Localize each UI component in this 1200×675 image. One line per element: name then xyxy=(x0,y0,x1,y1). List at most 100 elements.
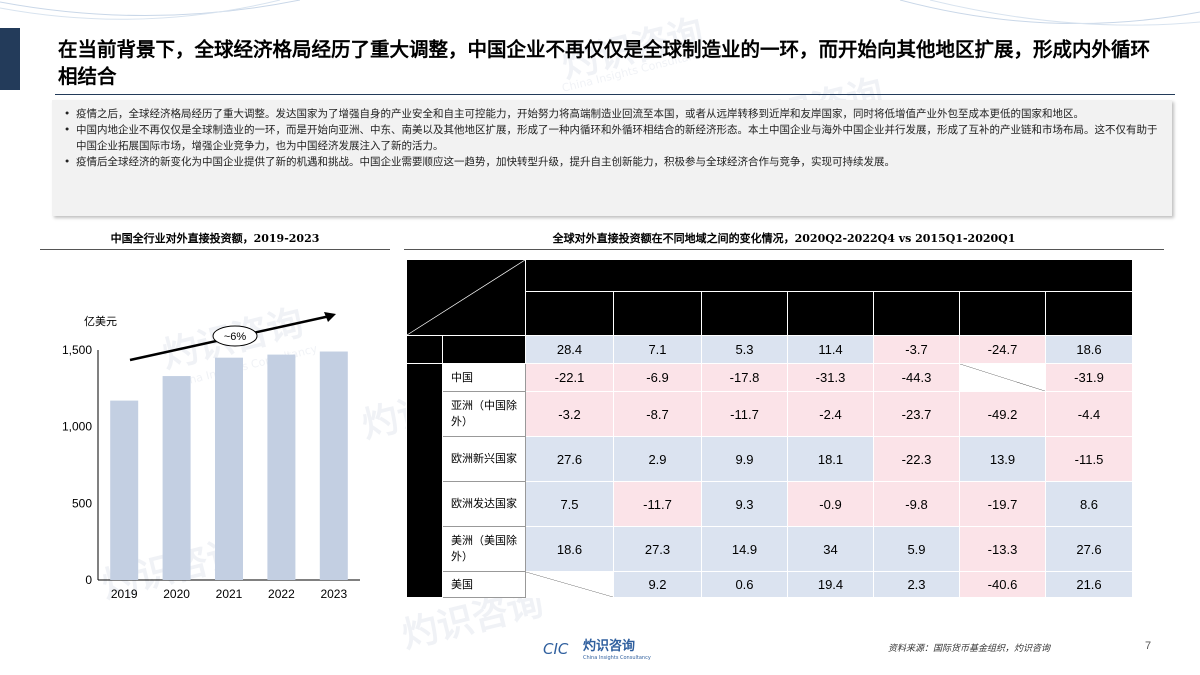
column-header xyxy=(959,291,1046,336)
table-cell: -6.9 xyxy=(613,363,702,392)
fdi-change-table: 28.4 7.1 5.3 11.4 -3.7 -24.7 18.6 中国 -22… xyxy=(406,259,1133,598)
trend-arrowhead xyxy=(324,312,336,322)
x-tick-label: 2019 xyxy=(111,587,138,601)
table-cell: 2.9 xyxy=(613,436,702,482)
table-row: 美洲（美国除外） 18.6 27.3 14.9 34 5.9 -13.3 27.… xyxy=(407,526,1133,572)
source-note: 资料来源：国际货币基金组织，灼识咨询 xyxy=(888,644,1051,654)
table-cell: 18.1 xyxy=(787,436,874,482)
table-title-divider xyxy=(404,249,1164,250)
table-cell: -11.7 xyxy=(701,391,788,437)
row-label: 美洲（美国除外） xyxy=(442,526,526,572)
decorative-curves-top-left xyxy=(0,0,300,20)
y-axis-label: 亿美元 xyxy=(84,315,117,328)
column-header xyxy=(613,291,702,336)
table-cell: -4.4 xyxy=(1045,391,1133,437)
column-header xyxy=(525,291,614,336)
table-cell: -40.6 xyxy=(959,571,1046,598)
row-label: 欧洲发达国家 xyxy=(442,481,526,527)
table-cell: -24.7 xyxy=(959,335,1046,364)
table-cell: 18.6 xyxy=(525,526,614,572)
column-header xyxy=(701,291,788,336)
column-header xyxy=(873,291,960,336)
table-cell: 14.9 xyxy=(701,526,788,572)
x-tick-label: 2021 xyxy=(216,587,243,601)
title-accent-bar xyxy=(0,28,20,90)
chart-title: 中国全行业对外直接投资额，2019-2023 xyxy=(110,232,320,245)
table-cell: -3.7 xyxy=(873,335,960,364)
table-cell: 8.6 xyxy=(1045,481,1133,527)
table-cell: -9.8 xyxy=(873,481,960,527)
x-tick-label: 2020 xyxy=(163,587,190,601)
table-cell: 18.6 xyxy=(1045,335,1133,364)
table-cell: -31.3 xyxy=(787,363,874,392)
bar xyxy=(215,357,243,580)
table-cell: 5.3 xyxy=(701,335,788,364)
table-cell: -0.9 xyxy=(787,481,874,527)
table-cell: 19.4 xyxy=(787,571,874,598)
logo-text: 灼识咨询 xyxy=(583,638,635,654)
table-cell: 9.9 xyxy=(701,436,788,482)
x-tick-label: 2023 xyxy=(320,587,347,601)
table-cell: 34 xyxy=(787,526,874,572)
company-logo: CIC 灼识咨询 China Insights Consultancy xyxy=(543,638,651,661)
table-cell: -13.3 xyxy=(959,526,1046,572)
table-cell: -23.7 xyxy=(873,391,960,437)
page-title: 在当前背景下，全球经济格局经历了重大调整，中国企业不再仅仅是全球制造业的一环，而… xyxy=(58,38,1151,88)
table-cell: 5.9 xyxy=(873,526,960,572)
table-cell: 27.6 xyxy=(525,436,614,482)
x-tick-label: 2022 xyxy=(268,587,295,601)
table-corner-cell xyxy=(406,259,526,336)
table-cell: -17.8 xyxy=(701,363,788,392)
table-cell: -2.4 xyxy=(787,391,874,437)
table-row: 美国 9.2 0.6 19.4 2.3 -40.6 21.6 xyxy=(407,571,1133,598)
table-header-band xyxy=(525,259,1133,292)
logo-subtext: China Insights Consultancy xyxy=(583,655,651,661)
table-cell: 9.2 xyxy=(613,571,702,598)
table-row: 欧洲发达国家 7.5 -11.7 9.3 -0.9 -9.8 -19.7 8.6 xyxy=(407,481,1133,527)
table-cell: -11.5 xyxy=(1045,436,1133,482)
row-label: 美国 xyxy=(442,571,526,598)
bullet-list: 疫情之后，全球经济格局经历了重大调整。发达国家为了增强自身的产业安全和自主可控能… xyxy=(62,106,1162,170)
table-cell: 27.6 xyxy=(1045,526,1133,572)
table-cell xyxy=(959,363,1046,392)
bar xyxy=(162,376,191,580)
table-cell: 2.3 xyxy=(873,571,960,598)
row-label: 中国 xyxy=(442,363,526,392)
column-header xyxy=(787,291,874,336)
cagr-badge xyxy=(212,325,258,347)
bullet-item: 中国内地企业不再仅仅是全球制造业的一环，而是开始向亚洲、中东、南美以及其他地区扩… xyxy=(62,122,1162,154)
table-cell: -49.2 xyxy=(959,391,1046,437)
table-row: 亚洲（中国除外） -3.2 -8.7 -11.7 -2.4 -23.7 -49.… xyxy=(407,391,1133,437)
table-cell: 13.9 xyxy=(959,436,1046,482)
y-tick-label: 1,500 xyxy=(62,343,92,357)
table-cell: -11.7 xyxy=(613,481,702,527)
row-label: 欧洲新兴国家 xyxy=(442,436,526,482)
y-tick-label: 1,000 xyxy=(62,420,92,434)
table-cell xyxy=(525,571,614,598)
row-header xyxy=(406,335,443,364)
bar xyxy=(319,351,348,580)
table-cell: 7.1 xyxy=(613,335,702,364)
bar xyxy=(110,400,139,580)
table-cell: -22.3 xyxy=(873,436,960,482)
table-row: 28.4 7.1 5.3 11.4 -3.7 -24.7 18.6 xyxy=(406,335,1133,364)
table-cell: -19.7 xyxy=(959,481,1046,527)
decorative-curves-top-right xyxy=(900,0,1200,26)
bar xyxy=(267,354,296,580)
table-title: 全球对外直接投资额在不同地域之间的变化情况，2020Q2-2022Q4 vs 2… xyxy=(552,232,1016,245)
table-cell: 28.4 xyxy=(525,335,614,364)
row-header xyxy=(442,335,526,364)
bullet-item: 疫情后全球经济的新变化为中国企业提供了新的机遇和挑战。中国企业需要顺应这一趋势，… xyxy=(62,154,1162,170)
table-cell: 0.6 xyxy=(701,571,788,598)
table-cell: -22.1 xyxy=(525,363,614,392)
table-cell: 9.3 xyxy=(701,481,788,527)
table-row: 中国 -22.1 -6.9 -17.8 -31.3 -44.3 -31.9 xyxy=(406,363,1133,598)
y-tick-label: 500 xyxy=(72,496,92,510)
table-cell: -44.3 xyxy=(873,363,960,392)
title-divider xyxy=(55,94,1175,95)
table-cell: 11.4 xyxy=(787,335,874,364)
table-cell: -8.7 xyxy=(613,391,702,437)
table-cell: -3.2 xyxy=(525,391,614,437)
table-cell: 7.5 xyxy=(525,481,614,527)
column-header xyxy=(1045,291,1133,336)
